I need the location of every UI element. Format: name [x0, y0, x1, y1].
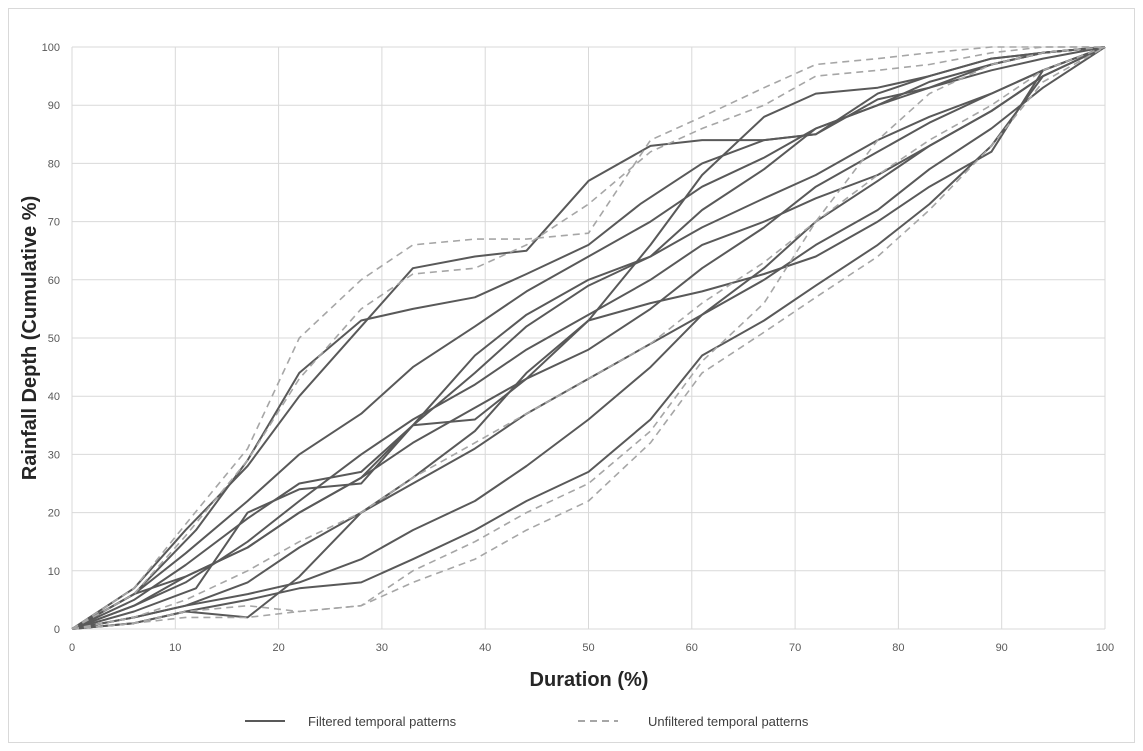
series-line-unfiltered-13	[71, 46, 1105, 630]
y-tick-label: 40	[48, 391, 60, 403]
series-line-unfiltered-16	[71, 46, 1106, 630]
y-tick-label: 0	[54, 624, 60, 636]
series-line-filtered-5	[71, 46, 1106, 630]
y-tick-label: 60	[48, 275, 60, 287]
y-tick-label: 30	[48, 449, 60, 461]
x-tick-label: 20	[272, 642, 284, 654]
series-lines	[71, 46, 1106, 630]
x-tick-label: 10	[169, 642, 181, 654]
series-line-filtered-8	[71, 46, 1106, 630]
x-tick-labels: 0 10 20 30 40 50 60 70 80 90 100	[69, 642, 1114, 654]
series-line-filtered-10	[71, 46, 1106, 630]
x-tick-label: 80	[892, 642, 904, 654]
y-tick-label: 90	[48, 100, 60, 112]
x-tick-label: 0	[69, 642, 75, 654]
x-tick-label: 50	[582, 642, 594, 654]
y-tick-label: 10	[48, 566, 60, 578]
x-tick-label: 40	[479, 642, 491, 654]
series-line-unfiltered-15	[71, 46, 1106, 630]
y-tick-labels: 0 10 20 30 40 50 60 70 80 90 100	[42, 42, 60, 636]
x-tick-label: 70	[789, 642, 801, 654]
x-tick-label: 90	[996, 642, 1008, 654]
series-line-filtered-11	[71, 46, 1106, 630]
series-line-unfiltered-14	[71, 46, 1106, 630]
y-axis-title: Rainfall Depth (Cumulative %)	[19, 196, 41, 480]
y-tick-label: 50	[48, 333, 60, 345]
y-tick-label: 20	[48, 508, 60, 520]
series-line-filtered-9	[71, 46, 1106, 630]
legend: Filtered temporal patterns Unfiltered te…	[245, 714, 809, 729]
y-tick-label: 100	[42, 42, 60, 54]
x-tick-label: 100	[1096, 642, 1114, 654]
legend-label-unfiltered: Unfiltered temporal patterns	[648, 714, 809, 729]
y-tick-label: 70	[48, 217, 60, 229]
x-axis-title: Duration (%)	[530, 669, 649, 691]
legend-label-filtered: Filtered temporal patterns	[308, 714, 457, 729]
x-tick-label: 60	[686, 642, 698, 654]
y-tick-label: 80	[48, 158, 60, 170]
x-tick-label: 30	[376, 642, 388, 654]
series-line-filtered-4	[71, 46, 1106, 630]
series-line-unfiltered-12	[71, 46, 1105, 630]
